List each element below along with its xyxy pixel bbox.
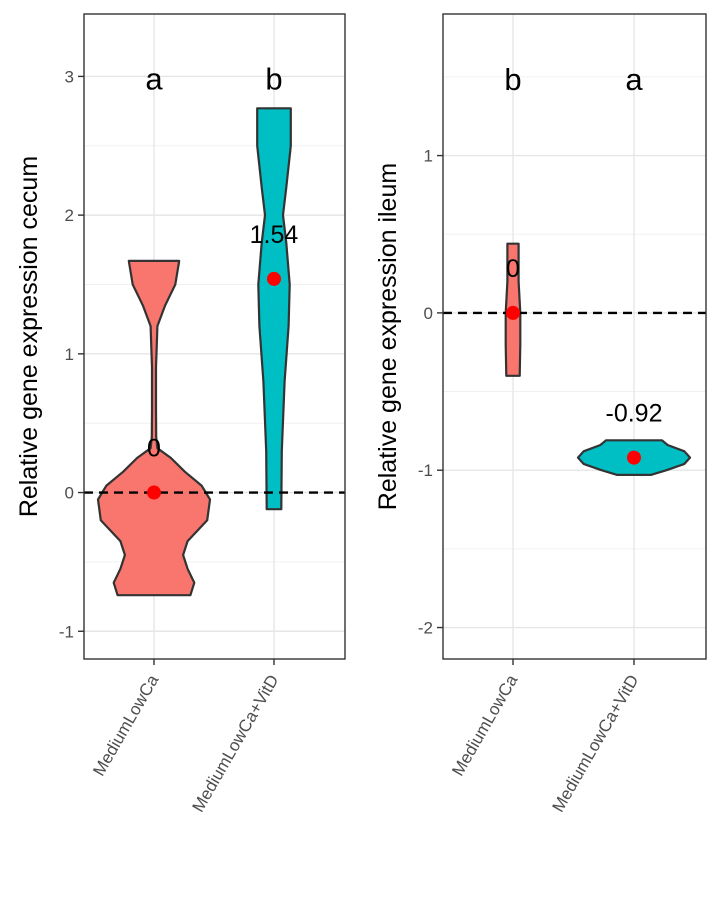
mean-point (506, 305, 520, 320)
group-letter: b (504, 62, 521, 97)
violin-mediumlowca-vitd (256, 107, 292, 511)
mean-label: 1.54 (250, 221, 299, 249)
mean-label: 0 (147, 435, 161, 463)
violin-mediumlowca (96, 259, 212, 597)
y-tick-label: 1 (65, 345, 74, 364)
y-tick-label: 0 (424, 304, 433, 323)
mean-point (267, 271, 281, 286)
mean-point (147, 485, 161, 500)
group-letter: a (145, 61, 163, 96)
group-letter: b (265, 61, 282, 96)
panel-background (443, 14, 706, 659)
y-tick-label: -1 (418, 461, 433, 480)
mean-point (627, 450, 641, 465)
y-axis-title: Relative gene expression cecum (15, 156, 43, 517)
y-tick-label: 2 (65, 206, 74, 225)
mean-label: -0.92 (606, 400, 663, 428)
group-letter: a (625, 62, 643, 97)
y-tick-label: -2 (418, 619, 433, 638)
y-tick-label: 0 (65, 484, 74, 503)
mean-label: 0 (506, 255, 520, 283)
y-axis-title: Relative gene expression ileum (374, 163, 402, 510)
panel-border (442, 13, 707, 660)
panel-border (83, 13, 346, 660)
y-tick-label: -1 (59, 622, 74, 641)
y-tick-label: 1 (424, 147, 433, 166)
y-tick-label: 3 (65, 67, 74, 86)
